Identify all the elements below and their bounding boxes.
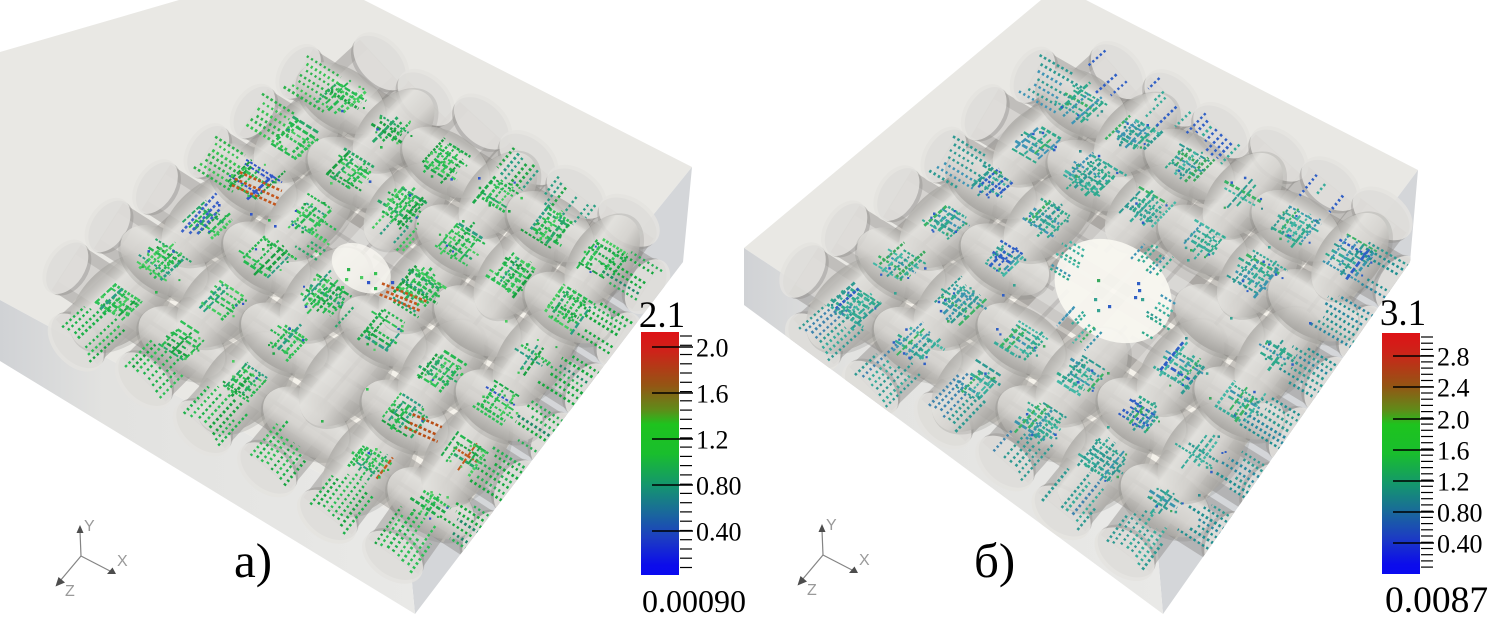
svg-text:0.40: 0.40 [1437,530,1483,559]
svg-text:Y: Y [84,518,95,535]
svg-text:1.2: 1.2 [1437,468,1470,497]
svg-text:0.40: 0.40 [696,518,742,547]
svg-text:X: X [859,552,870,569]
svg-text:2.0: 2.0 [1437,406,1470,435]
svg-text:0.00090: 0.00090 [642,583,746,619]
svg-text:0.0087: 0.0087 [1385,580,1488,621]
svg-text:Y: Y [826,517,837,534]
svg-text:б): б) [974,533,1015,588]
svg-text:а): а) [234,533,272,588]
svg-text:0.80: 0.80 [696,472,742,501]
svg-text:2.8: 2.8 [1437,343,1470,372]
svg-text:0.80: 0.80 [1437,499,1483,528]
svg-text:1.2: 1.2 [696,426,729,455]
svg-text:Z: Z [807,582,817,599]
svg-text:3.1: 3.1 [1380,293,1426,334]
svg-text:1.6: 1.6 [696,380,729,409]
svg-text:X: X [117,553,128,570]
svg-text:2.4: 2.4 [1437,374,1470,403]
svg-text:2.0: 2.0 [696,334,729,363]
svg-text:1.6: 1.6 [1437,437,1470,466]
svg-text:2.1: 2.1 [639,295,685,336]
svg-text:Z: Z [65,583,75,600]
